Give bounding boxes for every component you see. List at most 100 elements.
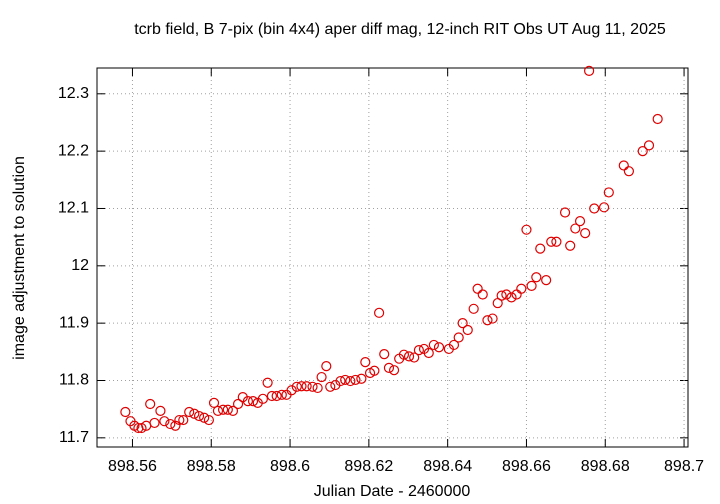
y-tick-label: 12.1 [58,200,89,217]
data-point [511,289,522,300]
data-point [286,385,297,396]
data-point [496,290,507,301]
data-point [350,374,361,386]
data-point [247,396,259,407]
data-point [546,236,557,247]
data-point [369,365,380,376]
data-point [423,347,434,359]
data-point [193,410,205,422]
x-axis-label: Julian Date - 2460000 [314,483,471,500]
data-point [325,381,336,392]
data-point [136,422,147,434]
x-tick-label: 898.7 [664,458,704,475]
data-point [526,280,537,291]
data-point [618,160,629,171]
data-point [482,315,493,326]
data-point [477,289,488,300]
data-point [189,408,200,419]
data-point [457,318,468,329]
data-point [413,344,424,356]
data-point [584,65,595,76]
data-point [203,414,214,426]
data-point [580,228,591,239]
plot-frame [96,67,689,448]
data-point [472,283,483,294]
y-tick-label: 12 [71,257,89,274]
data-point [257,393,268,404]
data-point [262,377,273,388]
data-point [217,404,229,415]
data-point [541,275,552,286]
data-point [468,303,479,314]
data-point [403,351,415,362]
data-point [383,362,395,373]
data-point [232,398,244,410]
data-point [120,406,131,418]
data-point [222,404,233,415]
data-point [184,406,195,418]
data-point [565,240,576,251]
data-point [589,203,600,214]
data-point [598,202,610,213]
y-tick-label: 11.8 [59,372,89,389]
data-point [448,339,460,351]
data-point [428,339,439,351]
data-point [316,371,327,383]
data-point [637,146,648,157]
data-point [516,283,527,294]
data-point [296,381,307,392]
data-point [212,405,224,416]
data-point [271,390,282,402]
data-point [149,417,160,429]
data-point [145,398,156,410]
data-point [291,381,302,392]
data-point [574,215,586,227]
data-point [301,381,312,392]
data-point [453,332,464,343]
y-tick-label: 11.7 [59,429,89,446]
data-point [462,324,473,336]
data-point [174,414,185,426]
x-tick-label: 898.62 [344,458,393,475]
data-point [501,289,512,300]
data-point [312,382,323,394]
data-point [208,397,220,408]
data-point [276,389,287,400]
data-point [345,375,356,387]
data-point [178,414,189,426]
data-point [506,292,517,303]
y-tick-label: 11.9 [59,314,89,331]
x-tick-label: 898.56 [108,458,157,475]
data-point [487,313,498,324]
data-point [335,375,346,387]
x-tick-label: 898.58 [187,458,236,475]
data-point [266,390,278,402]
y-tick-label: 12.3 [58,85,89,102]
data-point [155,405,166,416]
data-point [559,207,571,218]
y-axis-label: image adjustment to solution [11,156,28,360]
x-tick-label: 898.6 [270,458,310,475]
data-point [199,412,210,423]
data-point [379,349,390,360]
data-point [227,405,239,416]
data-point [398,349,410,360]
data-point [307,381,318,392]
data-point [321,361,332,372]
data-point [551,236,562,247]
data-point [360,357,371,368]
data-point [133,422,144,434]
x-tick-label: 898.64 [423,458,472,475]
data-point [356,373,367,384]
data-point [570,223,581,234]
data-point [388,365,400,376]
data-point [535,243,546,254]
data-point [603,187,614,198]
data-point [433,342,445,353]
data-point [165,418,176,430]
chart-title: tcrb field, B 7-pix (bin 4x4) aper diff … [134,21,666,38]
data-point [159,416,170,427]
data-point [242,396,254,407]
x-tick-label: 898.68 [581,458,630,475]
